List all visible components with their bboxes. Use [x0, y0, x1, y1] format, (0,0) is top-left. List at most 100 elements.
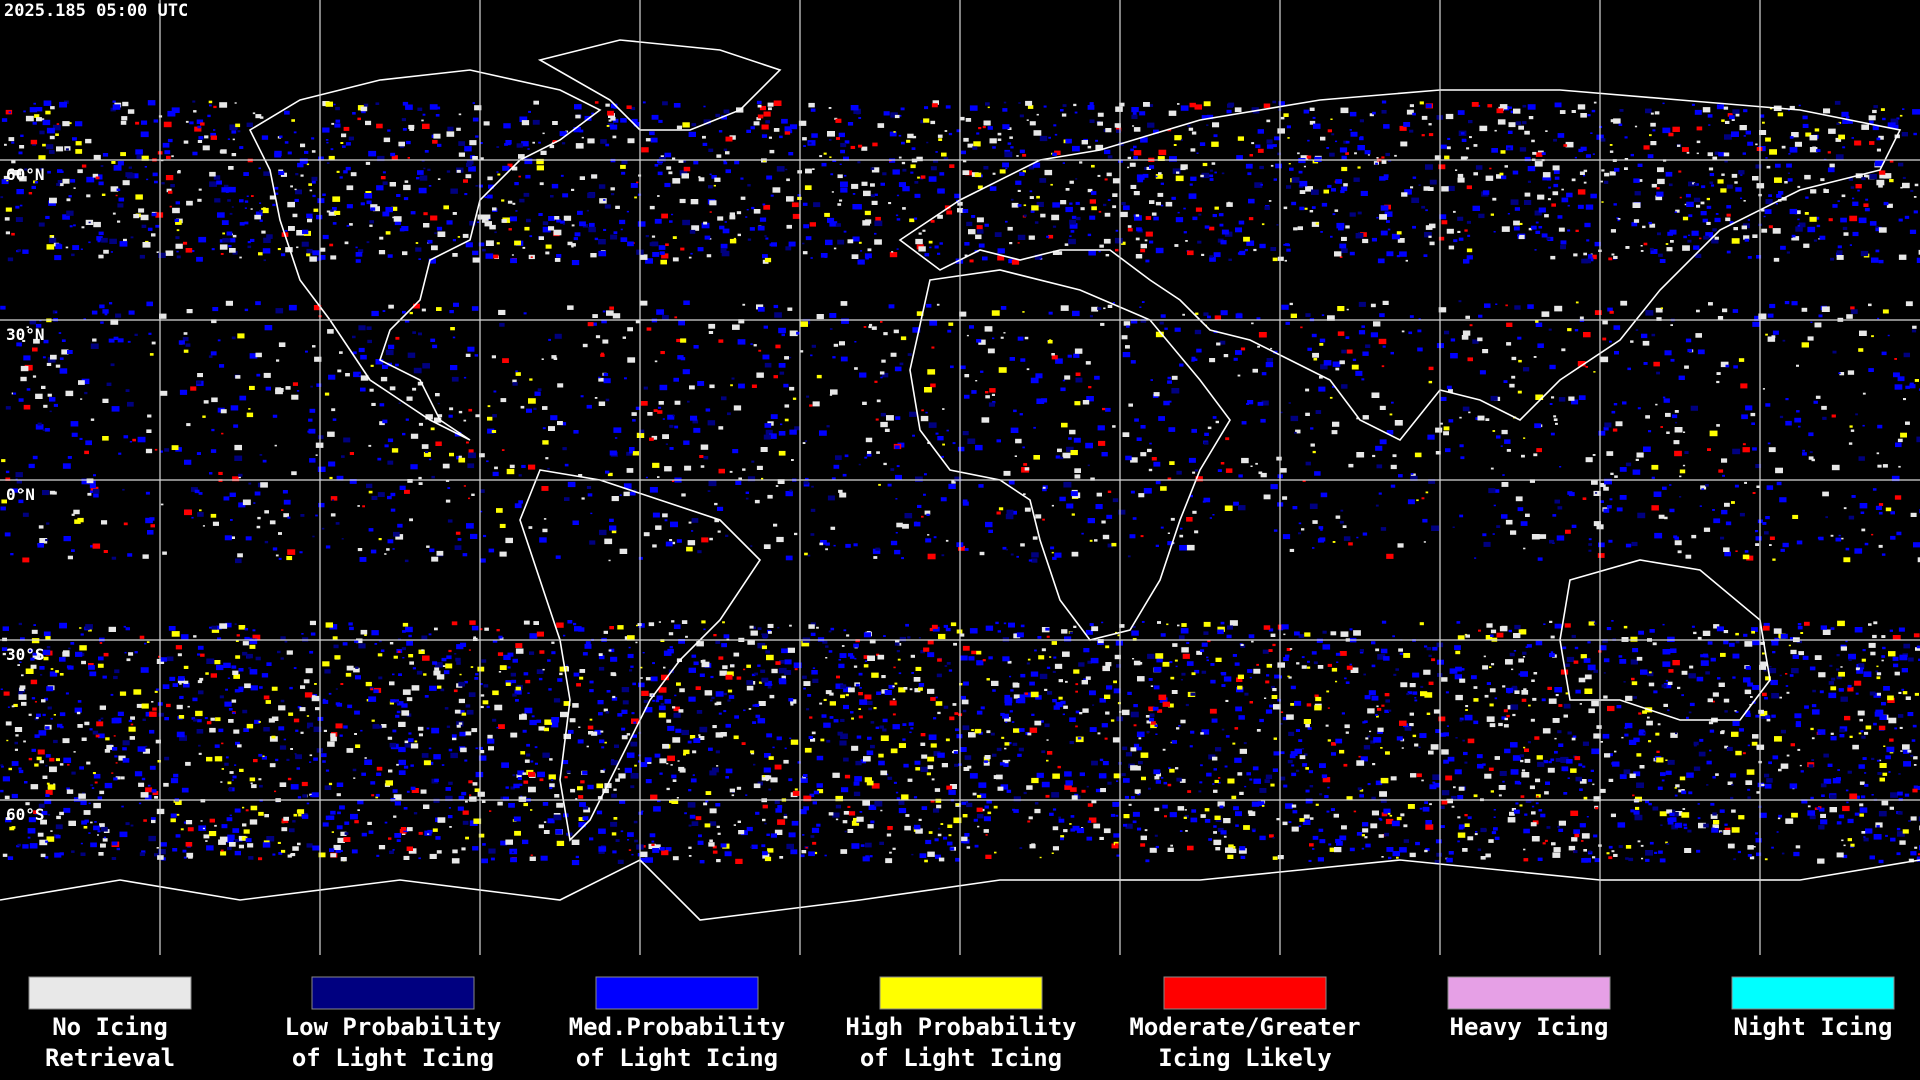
icing-pixel [1572, 735, 1577, 738]
icing-pixel [817, 789, 824, 794]
icing-pixel [1553, 418, 1558, 421]
icing-pixel [839, 163, 842, 165]
icing-pixel [435, 441, 442, 446]
icing-pixel [1331, 133, 1335, 136]
icing-pixel [256, 525, 261, 529]
icing-pixel [1637, 163, 1643, 167]
icing-pixel [1843, 507, 1847, 510]
icing-pixel [32, 347, 38, 352]
icing-pixel [134, 333, 138, 336]
icing-pixel [1654, 851, 1658, 854]
icing-pixel [1609, 144, 1613, 146]
icing-pixel [1294, 431, 1297, 434]
icing-pixel [1904, 215, 1910, 219]
icing-pixel [810, 533, 815, 536]
icing-pixel [503, 123, 511, 129]
icing-pixel [53, 714, 56, 716]
icing-pixel [761, 124, 769, 130]
icing-pixel [505, 537, 513, 544]
icing-pixel [918, 232, 922, 235]
icing-pixel [844, 140, 850, 144]
icing-pixel [1876, 148, 1881, 152]
icing-pixel [165, 250, 174, 256]
icing-pixel [1831, 677, 1836, 681]
icing-pixel [1686, 201, 1694, 207]
icing-pixel [1534, 161, 1543, 167]
icing-pixel [1506, 449, 1511, 452]
icing-pixel [146, 178, 149, 181]
icing-pixel [837, 239, 845, 245]
icing-pixel [604, 204, 611, 209]
icing-pixel [620, 228, 623, 231]
icing-pixel [33, 338, 40, 344]
icing-pixel [207, 114, 211, 118]
icing-pixel [1875, 159, 1884, 166]
icing-pixel [976, 710, 983, 715]
icing-pixel [1642, 225, 1646, 229]
icing-pixel [1383, 174, 1389, 178]
icing-pixel [1074, 474, 1081, 479]
icing-pixel [717, 216, 724, 221]
icing-pixel [855, 683, 860, 687]
icing-pixel [1747, 256, 1752, 259]
icing-pixel [985, 391, 989, 394]
icing-pixel [1023, 214, 1027, 217]
icing-pixel [1575, 229, 1579, 232]
icing-pixel [964, 394, 970, 399]
icing-pixel [976, 225, 983, 230]
icing-pixel [1178, 635, 1185, 640]
icing-pixel [516, 143, 523, 148]
icing-pixel [1265, 774, 1273, 779]
icing-pixel [1610, 229, 1616, 233]
icing-pixel [1354, 152, 1357, 155]
icing-pixel [1286, 185, 1292, 189]
icing-pixel [219, 150, 224, 154]
icing-pixel [824, 256, 827, 258]
icing-pixel [664, 182, 671, 188]
icing-pixel [1467, 836, 1474, 841]
icing-pixel [1201, 253, 1205, 256]
icing-pixel [788, 241, 796, 247]
icing-pixel [898, 182, 906, 187]
icing-pixel [480, 510, 483, 513]
icing-pixel [664, 466, 672, 472]
icing-pixel [853, 543, 858, 547]
icing-pixel [229, 124, 238, 131]
icing-pixel [1558, 397, 1566, 402]
icing-pixel [1254, 182, 1263, 188]
icing-pixel [676, 338, 681, 343]
icing-pixel [185, 761, 191, 766]
icing-pixel [1909, 229, 1917, 234]
icing-pixel [431, 475, 435, 479]
icing-pixel [895, 640, 900, 644]
icing-pixel [924, 859, 928, 863]
icing-pixel [71, 253, 75, 257]
icing-pixel [1428, 235, 1432, 238]
icing-pixel [144, 642, 147, 645]
icing-pixel [428, 258, 436, 264]
icing-pixel [1465, 315, 1470, 319]
icing-pixel [1306, 155, 1312, 159]
icing-pixel [299, 551, 303, 554]
icing-pixel [1010, 146, 1014, 149]
icing-pixel [819, 542, 824, 546]
icing-pixel [1298, 634, 1305, 638]
icing-pixel [1034, 720, 1042, 726]
icing-pixel [727, 699, 731, 702]
icing-pixel [1829, 163, 1835, 168]
icing-pixel [1882, 772, 1888, 776]
icing-pixel [509, 464, 515, 469]
icing-pixel [1499, 104, 1508, 110]
icing-pixel [1643, 362, 1648, 365]
icing-pixel [835, 455, 842, 460]
icing-pixel [671, 774, 677, 779]
icing-pixel [740, 196, 746, 200]
icing-pixel [1724, 823, 1728, 826]
icing-pixel [939, 172, 945, 176]
icing-pixel [1277, 256, 1284, 261]
icing-pixel [1172, 168, 1181, 174]
icing-pixel [269, 195, 276, 200]
icing-pixel [1137, 676, 1145, 682]
icing-pixel [1409, 104, 1414, 108]
icing-pixel [784, 130, 791, 135]
